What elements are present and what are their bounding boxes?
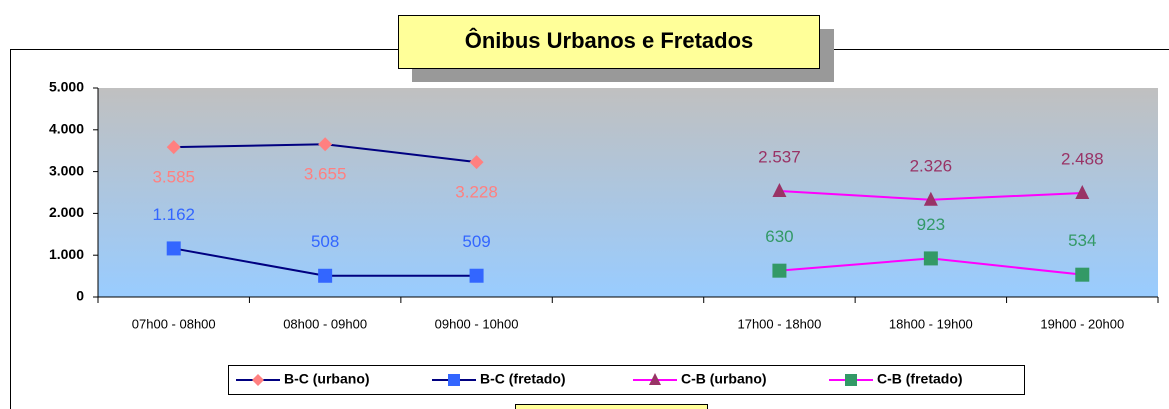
x-tick-label: 17h00 - 18h00 bbox=[737, 316, 821, 331]
plot-area bbox=[98, 88, 1158, 297]
marker bbox=[1075, 185, 1090, 200]
marker bbox=[772, 263, 787, 278]
marker bbox=[923, 191, 938, 206]
data-label: 923 bbox=[917, 215, 945, 234]
x-tick-label: 08h00 - 09h00 bbox=[283, 316, 367, 331]
marker bbox=[845, 374, 857, 386]
data-label: 3.655 bbox=[304, 165, 347, 184]
legend-label: B-C (urbano) bbox=[284, 371, 370, 387]
data-label: 630 bbox=[765, 227, 793, 246]
marker bbox=[448, 374, 460, 386]
data-label: 2.537 bbox=[758, 147, 801, 166]
x-tick-label: 18h00 - 19h00 bbox=[889, 316, 973, 331]
chart-title: Ônibus Urbanos e Fretados bbox=[465, 28, 754, 53]
marker bbox=[772, 182, 787, 197]
marker bbox=[1075, 267, 1090, 282]
data-label: 3.228 bbox=[455, 183, 498, 202]
y-tick-label: 3.000 bbox=[49, 162, 84, 178]
marker bbox=[923, 251, 938, 266]
marker bbox=[252, 374, 264, 386]
data-label: 508 bbox=[311, 232, 339, 251]
marker bbox=[469, 268, 484, 283]
y-tick-label: 5.000 bbox=[49, 79, 84, 95]
data-label: 3.585 bbox=[152, 168, 195, 187]
x-tick-label: 07h00 - 08h00 bbox=[132, 316, 216, 331]
y-tick-label: 2.000 bbox=[49, 204, 84, 220]
legend-box bbox=[228, 365, 1025, 395]
y-tick-label: 1.000 bbox=[49, 246, 84, 262]
marker bbox=[318, 137, 333, 152]
x-tick-label: 09h00 - 10h00 bbox=[435, 316, 519, 331]
marker bbox=[166, 241, 181, 256]
footer-box bbox=[515, 404, 708, 409]
data-label: 1.162 bbox=[152, 205, 195, 224]
data-label: 534 bbox=[1068, 231, 1096, 250]
marker bbox=[469, 155, 484, 170]
marker bbox=[318, 268, 333, 283]
marker bbox=[166, 140, 181, 155]
data-label: 2.488 bbox=[1061, 149, 1104, 168]
marker bbox=[649, 373, 661, 385]
y-tick-label: 4.000 bbox=[49, 121, 84, 137]
legend-label: C-B (urbano) bbox=[681, 371, 767, 387]
title-box bbox=[398, 15, 820, 69]
legend-label: B-C (fretado) bbox=[480, 371, 566, 387]
y-tick-label: 0 bbox=[76, 288, 84, 304]
data-label: 2.326 bbox=[910, 156, 953, 175]
legend-label: C-B (fretado) bbox=[877, 371, 963, 387]
data-label: 509 bbox=[462, 232, 490, 251]
x-tick-label: 19h00 - 20h00 bbox=[1040, 316, 1124, 331]
